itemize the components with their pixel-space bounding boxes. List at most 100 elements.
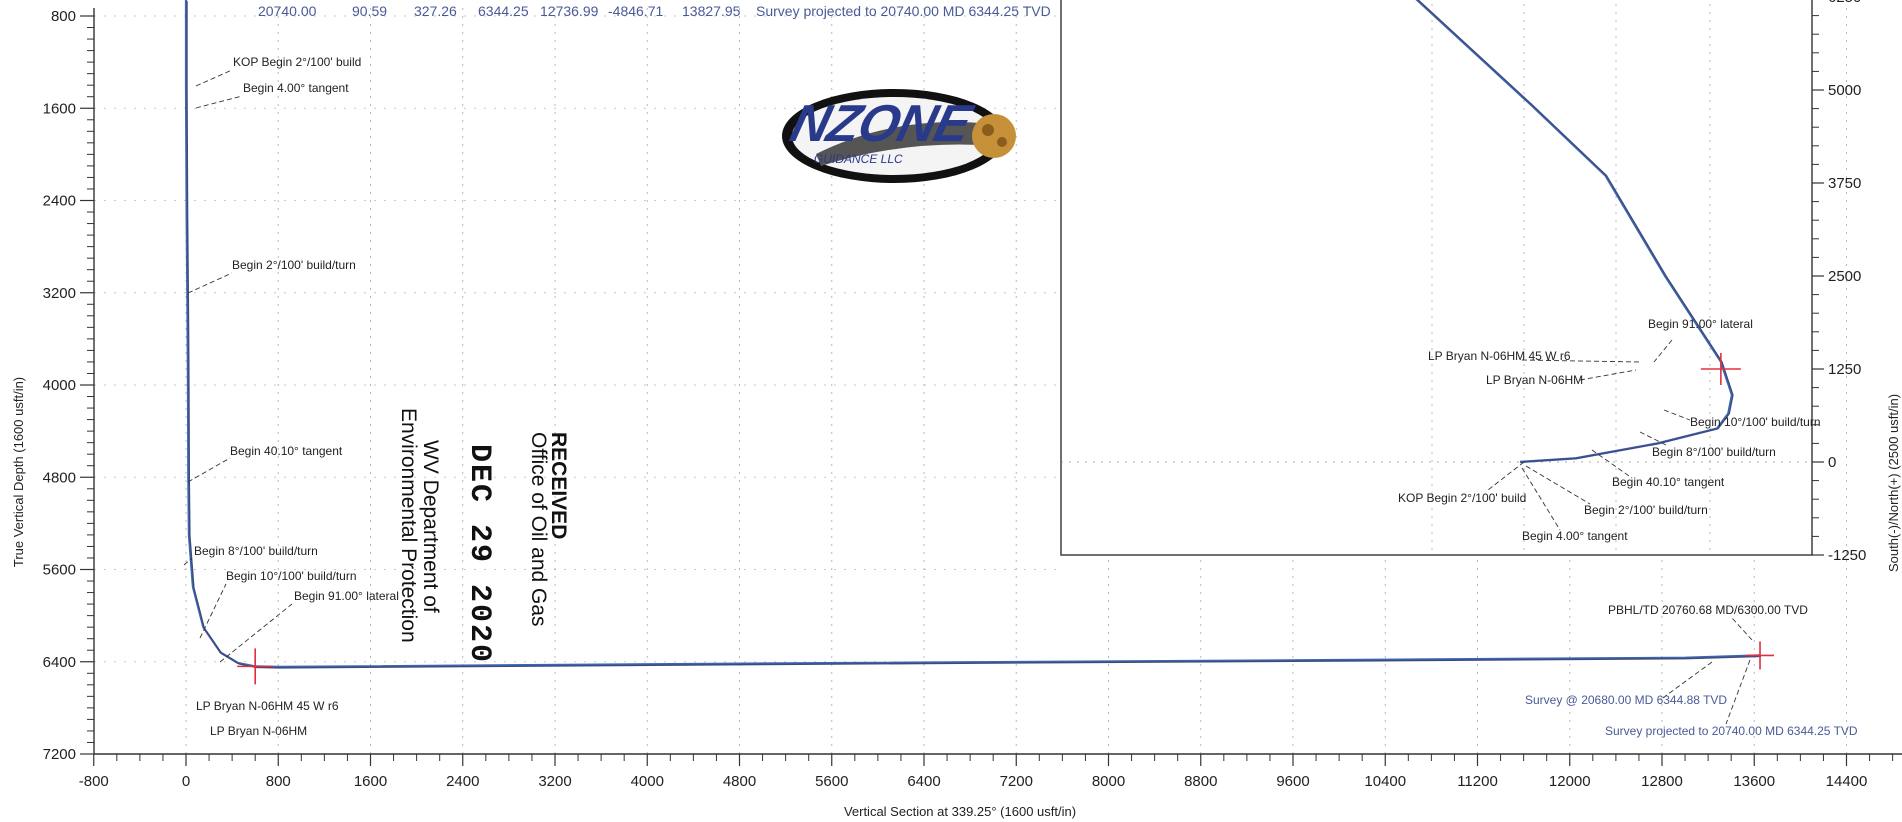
annotation-section-8: LP Bryan N-06HM (210, 724, 307, 738)
x-tick-label-1600: 1600 (354, 773, 387, 790)
annotation-section-5: Begin 10°/100' build/turn (226, 569, 357, 583)
annotation-plan-5: Begin 40.10° tangent (1612, 475, 1725, 489)
x-tick-label-8000: 8000 (1092, 773, 1125, 790)
y-tick-label-1600: 1600 (43, 100, 76, 117)
x-tick-label-4800: 4800 (723, 773, 756, 790)
annotation-plan-4: Begin 8°/100' build/turn (1652, 445, 1776, 459)
leader-section-5 (199, 583, 227, 639)
header-tvd: 6344.25 (478, 3, 529, 19)
stamp-environmental: Environmental Protection (397, 408, 420, 643)
inset-y-tick-label-0: 0 (1828, 454, 1836, 471)
annotation-section-10: Survey @ 20680.00 MD 6344.88 TVD (1525, 693, 1727, 707)
header-ew: -4846.71 (608, 3, 663, 19)
x-tick-label-5600: 5600 (815, 773, 848, 790)
inset-frame (1060, 0, 1813, 556)
target-lp-plan (1700, 353, 1741, 385)
annotation-plan-1: LP Bryan N-06HM 45 W r6 (1428, 349, 1571, 363)
x-tick-label-14400: 14400 (1826, 773, 1868, 790)
x-tick-label-2400: 2400 (446, 773, 479, 790)
annotation-section-11: Survey projected to 20740.00 MD 6344.25 … (1605, 724, 1858, 738)
y-tick-label-5600: 5600 (43, 562, 76, 579)
logo-drill-bit (972, 114, 1016, 158)
x-tick-label-800: 800 (266, 773, 291, 790)
header-inc: 90.59 (352, 3, 387, 19)
leader-section-2 (187, 272, 233, 294)
logo-text: NZONE (784, 95, 977, 153)
main-y-axis-label: True Vertical Depth (1600 usft/in) (11, 377, 26, 567)
leader-section-9 (1731, 617, 1753, 641)
header-md: 20740.00 (258, 3, 317, 19)
annotation-plan-6: KOP Begin 2°/100' build (1398, 491, 1526, 505)
leader-section-1 (195, 95, 243, 109)
annotations: KOP Begin 2°/100' build Begin 4.00° tange… (183, 55, 1858, 738)
x-tick-label-4000: 4000 (631, 773, 664, 790)
plan-view-inset: -1250 0 1250 2500 3750 5000 6250 Begin 91.00° l… (1060, 0, 1866, 564)
x-tick-label--800: -800 (79, 773, 109, 790)
header-vs: 13827.95 (682, 3, 741, 19)
leader-section-3 (187, 457, 231, 483)
leader-plan-4 (1639, 431, 1669, 447)
leader-section-6 (219, 603, 293, 663)
main-x-axis-label: Vertical Section at 339.25° (1600 usft/i… (844, 804, 1076, 819)
x-tick-label-10400: 10400 (1364, 773, 1406, 790)
y-tick-label-7200: 7200 (43, 746, 76, 763)
inset-y-tick-label-3750: 3750 (1828, 175, 1861, 192)
x-tick-label-9600: 9600 (1276, 773, 1309, 790)
leader-section-10 (1659, 661, 1713, 701)
leader-plan-1 (1521, 359, 1641, 363)
x-tick-label-11200: 11200 (1457, 773, 1498, 790)
stamp-date: DEC 29 2020 (462, 444, 496, 665)
leader-section-11 (1725, 659, 1751, 725)
plan-view-survey-line (1417, 0, 1734, 463)
section-view-series (184, 0, 1775, 685)
x-tick-label-12000: 12000 (1549, 773, 1591, 790)
inset-y-tick-label--1250: -1250 (1828, 547, 1866, 564)
annotation-section-6: Begin 91.00° lateral (294, 589, 399, 603)
target-pbhl-section (1746, 641, 1775, 670)
y-tick-label-2400: 2400 (43, 193, 76, 210)
y-tick-label-800: 800 (51, 8, 76, 25)
x-tick-label-12800: 12800 (1641, 773, 1683, 790)
x-tick-label-7200: 7200 (1000, 773, 1033, 790)
stamp-department: WV Department of (419, 440, 442, 613)
header-ns: 12736.99 (540, 3, 599, 19)
annotation-plan-8: Begin 4.00° tangent (1522, 529, 1628, 543)
annotation-plan-2: LP Bryan N-06HM (1486, 373, 1583, 387)
inset-y-tick-label-2500: 2500 (1828, 268, 1861, 285)
y-tick-label-6400: 6400 (43, 654, 76, 671)
y-tick-label-4000: 4000 (43, 377, 76, 394)
logo-subtext: GUIDANCE LLC (814, 152, 903, 166)
section-plan-line (184, 0, 1761, 669)
header-azi: 327.26 (414, 3, 457, 19)
annotation-section-7: LP Bryan N-06HM 45 W r6 (196, 699, 339, 713)
stamp-office: Office of Oil and Gas (527, 432, 550, 627)
inset-y-tick-label-6250: 6250 (1828, 0, 1861, 6)
header-survey-row: 20740.00 90.59 327.26 6344.25 12736.99 -… (258, 3, 1051, 19)
annotation-plan-7: Begin 2°/100' build/turn (1584, 503, 1708, 517)
x-tick-label-13600: 13600 (1733, 773, 1775, 790)
annotation-section-0: KOP Begin 2°/100' build (233, 55, 361, 69)
leader-plan-2 (1579, 369, 1637, 381)
inset-y-tick-label-5000: 5000 (1828, 82, 1861, 99)
annotation-plan-3: Begin 10°/100' build/turn (1690, 415, 1821, 429)
leader-section-0 (195, 69, 233, 87)
annotation-section-3: Begin 40.10° tangent (230, 444, 343, 458)
leader-plan-8 (1521, 467, 1561, 531)
annotation-section-9: PBHL/TD 20760.68 MD/6300.00 TVD (1608, 603, 1808, 617)
target-lp-section (237, 648, 274, 685)
leader-plan-3 (1663, 409, 1691, 421)
annotation-section-4: Begin 8°/100' build/turn (194, 544, 318, 558)
x-tick-label-3200: 3200 (538, 773, 571, 790)
header-comment: Survey projected to 20740.00 MD 6344.25 … (756, 3, 1051, 19)
leader-plan-5 (1591, 449, 1633, 479)
logo-wordmark: NZONE GUIDANCE LLC (785, 94, 1012, 174)
y-tick-label-3200: 3200 (43, 285, 76, 302)
x-tick-label-0: 0 (182, 773, 190, 790)
y-tick-label-4800: 4800 (43, 469, 76, 486)
leader-plan-0 (1653, 339, 1673, 363)
leader-section-4 (183, 557, 193, 566)
x-tick-label-8800: 8800 (1184, 773, 1217, 790)
nzone-logo (782, 89, 1016, 183)
